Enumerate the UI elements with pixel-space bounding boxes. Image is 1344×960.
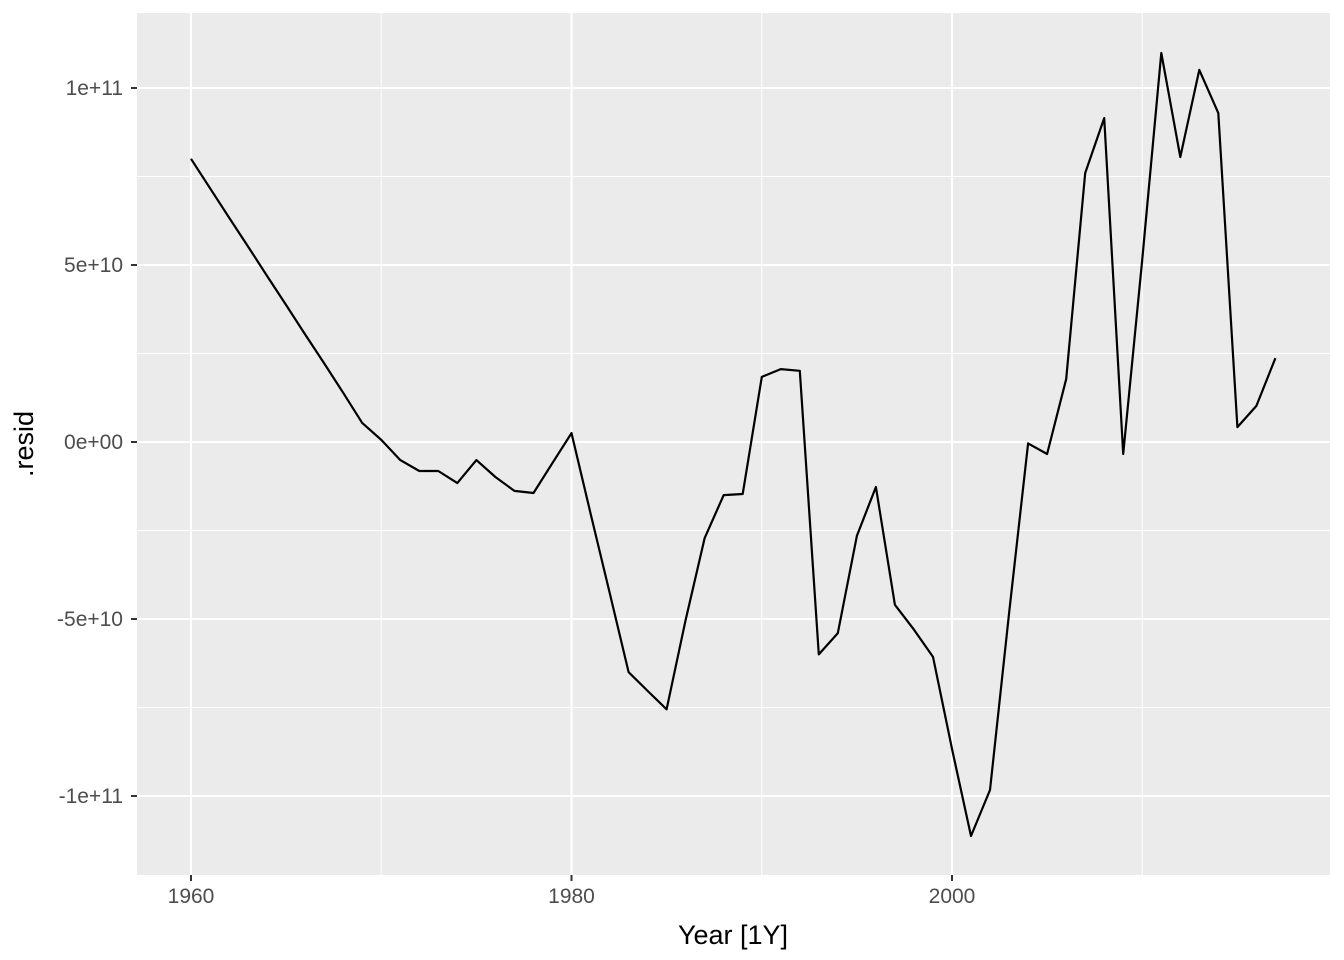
x-tick-label: 1960	[168, 885, 215, 908]
minor-gridlines	[137, 13, 1330, 875]
y-tick-label: -5e+10	[57, 608, 123, 631]
axis-tick-marks	[131, 87, 953, 881]
plot-panel	[137, 13, 1330, 875]
y-tick-label: 0e+00	[64, 431, 123, 454]
y-tick-label: 5e+10	[64, 254, 123, 277]
y-tick-label: 1e+11	[66, 77, 123, 100]
major-gridlines	[137, 13, 1330, 875]
residuals-line	[190, 51, 1277, 838]
x-tick-label: 1980	[548, 885, 595, 908]
y-tick-label: -1e+11	[59, 785, 123, 808]
x-tick-label: 2000	[929, 885, 976, 908]
